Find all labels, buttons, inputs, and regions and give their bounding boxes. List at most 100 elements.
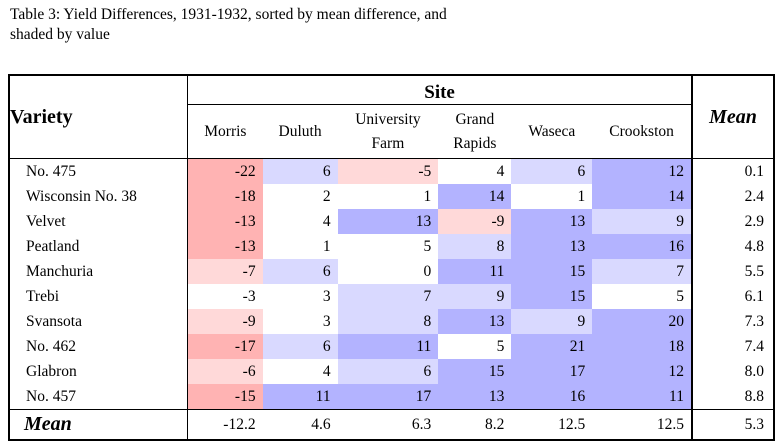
yield-difference-cell: 4 xyxy=(262,209,338,234)
yield-difference-cell: 6 xyxy=(511,158,593,184)
yield-difference-cell: 1 xyxy=(511,184,593,209)
variety-name-cell: No. 462 xyxy=(8,334,189,359)
yield-difference-cell: 15 xyxy=(438,359,512,384)
yield-difference-cell: -6 xyxy=(187,359,263,384)
variety-name-cell: Trebi xyxy=(8,284,189,309)
site-mean-cell: 6.3 xyxy=(337,409,439,441)
table-row: Wisconsin No. 38 -18 2 1 14 1 14 2.4 xyxy=(8,184,776,209)
yield-difference-cell: 13 xyxy=(511,234,593,259)
yield-difference-cell: 18 xyxy=(592,334,692,359)
yield-difference-cell: 15 xyxy=(511,259,593,284)
table-row: Peatland -13 1 5 8 13 16 4.8 xyxy=(8,234,776,259)
yield-difference-cell: 9 xyxy=(592,209,692,234)
site-mean-cell: 4.6 xyxy=(262,409,338,441)
yield-difference-cell: 17 xyxy=(337,384,439,410)
yield-difference-cell: 16 xyxy=(511,384,593,410)
variety-name-cell: Svansota xyxy=(8,309,189,334)
yield-difference-cell: 0 xyxy=(337,259,439,284)
yield-difference-cell: 6 xyxy=(337,359,439,384)
site-mean-cell: 12.5 xyxy=(592,409,692,441)
variety-mean-cell: 2.4 xyxy=(690,184,776,209)
site-header-waseca: Waseca xyxy=(511,104,593,159)
yield-difference-cell: 5 xyxy=(337,234,439,259)
table-row: Svansota -9 3 8 13 9 20 7.3 xyxy=(8,309,776,334)
yield-difference-cell: 6 xyxy=(262,158,338,184)
site-header-crookston: Crookston xyxy=(592,104,692,159)
yield-difference-cell: -17 xyxy=(187,334,263,359)
table-row: No. 475 -22 6 -5 4 6 12 0.1 xyxy=(8,158,776,184)
yield-difference-cell: -22 xyxy=(187,158,263,184)
yield-difference-cell: 12 xyxy=(592,359,692,384)
yield-difference-cell: 6 xyxy=(262,259,338,284)
yield-difference-cell: 13 xyxy=(438,309,512,334)
yield-difference-cell: -15 xyxy=(187,384,263,410)
variety-name-cell: Glabron xyxy=(8,359,189,384)
site-group-header: Site xyxy=(187,74,692,105)
yield-difference-cell: -18 xyxy=(187,184,263,209)
yield-difference-cell: 14 xyxy=(592,184,692,209)
yield-difference-cell: 7 xyxy=(337,284,439,309)
yield-difference-cell: 1 xyxy=(337,184,439,209)
variety-mean-cell: 0.1 xyxy=(690,158,776,184)
variety-name-cell: Peatland xyxy=(8,234,189,259)
site-mean-cell: -12.2 xyxy=(187,409,263,441)
yield-difference-cell: 4 xyxy=(438,158,512,184)
yield-difference-cell: -13 xyxy=(187,234,263,259)
yield-difference-cell: 3 xyxy=(262,309,338,334)
variety-mean-cell: 5.5 xyxy=(690,259,776,284)
yield-difference-cell: 11 xyxy=(337,334,439,359)
yield-difference-cell: 9 xyxy=(511,309,593,334)
yield-difference-cell: 14 xyxy=(438,184,512,209)
yield-difference-cell: -7 xyxy=(187,259,263,284)
yield-difference-cell: -5 xyxy=(337,158,439,184)
variety-name-cell: Manchuria xyxy=(8,259,189,284)
yield-difference-cell: -9 xyxy=(187,309,263,334)
yield-difference-cell: 9 xyxy=(438,284,512,309)
site-mean-cell: 12.5 xyxy=(511,409,593,441)
yield-difference-cell: 8 xyxy=(438,234,512,259)
yield-difference-cell: 5 xyxy=(438,334,512,359)
site-header-grand-rapids: Grand Rapids xyxy=(438,104,512,159)
table-body: No. 475 -22 6 -5 4 6 12 0.1 Wisconsin No. 38 -18 2… xyxy=(8,158,776,410)
yield-difference-cell: 2 xyxy=(262,184,338,209)
variety-mean-cell: 8.8 xyxy=(690,384,776,410)
yield-difference-cell: 11 xyxy=(262,384,338,410)
site-header-duluth: Duluth xyxy=(262,104,338,159)
table-caption: Table 3: Yield Differences, 1931-1932, s… xyxy=(10,5,650,45)
yield-difference-cell: 16 xyxy=(592,234,692,259)
yield-difference-cell: -9 xyxy=(438,209,512,234)
variety-name-cell: Wisconsin No. 38 xyxy=(8,184,189,209)
means-row-label: Mean xyxy=(8,409,189,441)
yield-difference-cell: 21 xyxy=(511,334,593,359)
site-header-university-farm: University Farm xyxy=(337,104,439,159)
yield-difference-cell: 7 xyxy=(592,259,692,284)
yield-difference-cell: 4 xyxy=(262,359,338,384)
variety-mean-cell: 2.9 xyxy=(690,209,776,234)
yield-difference-cell: 8 xyxy=(337,309,439,334)
yield-difference-cell: 11 xyxy=(438,259,512,284)
yield-difference-cell: -3 xyxy=(187,284,263,309)
yield-difference-cell: 12 xyxy=(592,158,692,184)
yield-difference-cell: 15 xyxy=(511,284,593,309)
variety-mean-cell: 6.1 xyxy=(690,284,776,309)
caption-line-1: Table 3: Yield Differences, 1931-1932, s… xyxy=(10,6,447,23)
yield-difference-cell: 11 xyxy=(592,384,692,410)
mean-column-header: Mean xyxy=(690,74,776,159)
variety-name-cell: No. 457 xyxy=(8,384,189,410)
yield-difference-cell: 3 xyxy=(262,284,338,309)
yield-difference-cell: -13 xyxy=(187,209,263,234)
yield-difference-cell: 1 xyxy=(262,234,338,259)
yield-difference-cell: 13 xyxy=(438,384,512,410)
yield-difference-cell: 20 xyxy=(592,309,692,334)
variety-name-cell: No. 475 xyxy=(8,158,189,184)
overall-mean-cell: 5.3 xyxy=(690,409,776,441)
table-row: No. 457 -15 11 17 13 16 11 8.8 xyxy=(8,384,776,410)
means-row: Mean -12.2 4.6 6.3 8.2 12.5 12.5 5.3 xyxy=(8,409,776,441)
yield-difference-cell: 6 xyxy=(262,334,338,359)
variety-name-cell: Velvet xyxy=(8,209,189,234)
site-mean-cell: 8.2 xyxy=(438,409,512,441)
yield-difference-cell: 13 xyxy=(337,209,439,234)
caption-line-2: shaded by value xyxy=(10,26,110,43)
variety-mean-cell: 8.0 xyxy=(690,359,776,384)
variety-mean-cell: 7.4 xyxy=(690,334,776,359)
